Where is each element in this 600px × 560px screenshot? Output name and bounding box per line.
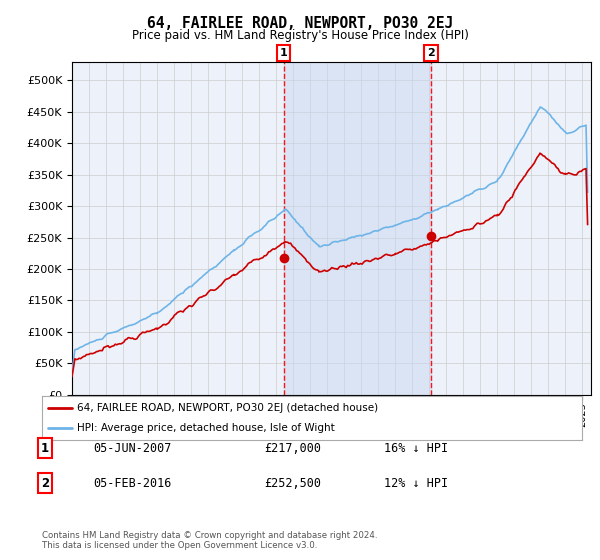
Text: Contains HM Land Registry data © Crown copyright and database right 2024.
This d: Contains HM Land Registry data © Crown c… (42, 531, 377, 550)
Text: 2: 2 (427, 48, 435, 58)
Text: 05-JUN-2007: 05-JUN-2007 (93, 441, 172, 455)
Text: 64, FAIRLEE ROAD, NEWPORT, PO30 2EJ: 64, FAIRLEE ROAD, NEWPORT, PO30 2EJ (147, 16, 453, 31)
Text: Price paid vs. HM Land Registry's House Price Index (HPI): Price paid vs. HM Land Registry's House … (131, 29, 469, 42)
Text: 1: 1 (41, 441, 49, 455)
Text: 1: 1 (280, 48, 287, 58)
Text: 2: 2 (41, 477, 49, 490)
Text: 05-FEB-2016: 05-FEB-2016 (93, 477, 172, 490)
Text: £217,000: £217,000 (264, 441, 321, 455)
Text: 64, FAIRLEE ROAD, NEWPORT, PO30 2EJ (detached house): 64, FAIRLEE ROAD, NEWPORT, PO30 2EJ (det… (77, 403, 378, 413)
Text: HPI: Average price, detached house, Isle of Wight: HPI: Average price, detached house, Isle… (77, 423, 335, 433)
Text: 12% ↓ HPI: 12% ↓ HPI (384, 477, 448, 490)
Text: £252,500: £252,500 (264, 477, 321, 490)
Text: 16% ↓ HPI: 16% ↓ HPI (384, 441, 448, 455)
Bar (284, 62, 431, 395)
